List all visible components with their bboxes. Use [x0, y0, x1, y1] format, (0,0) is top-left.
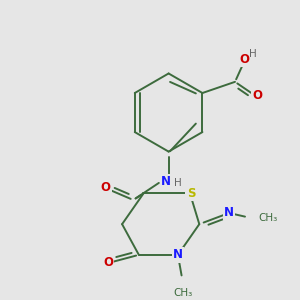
Text: H: H [174, 178, 182, 188]
Text: CH₃: CH₃ [173, 288, 192, 298]
Text: O: O [103, 256, 113, 269]
Text: N: N [224, 206, 234, 219]
Text: O: O [100, 182, 110, 194]
Text: N: N [161, 175, 171, 188]
Text: O: O [239, 53, 249, 66]
Text: CH₃: CH₃ [259, 213, 278, 223]
Text: N: N [173, 248, 183, 261]
Text: O: O [252, 89, 262, 102]
Text: H: H [249, 49, 256, 59]
Text: S: S [187, 187, 195, 200]
